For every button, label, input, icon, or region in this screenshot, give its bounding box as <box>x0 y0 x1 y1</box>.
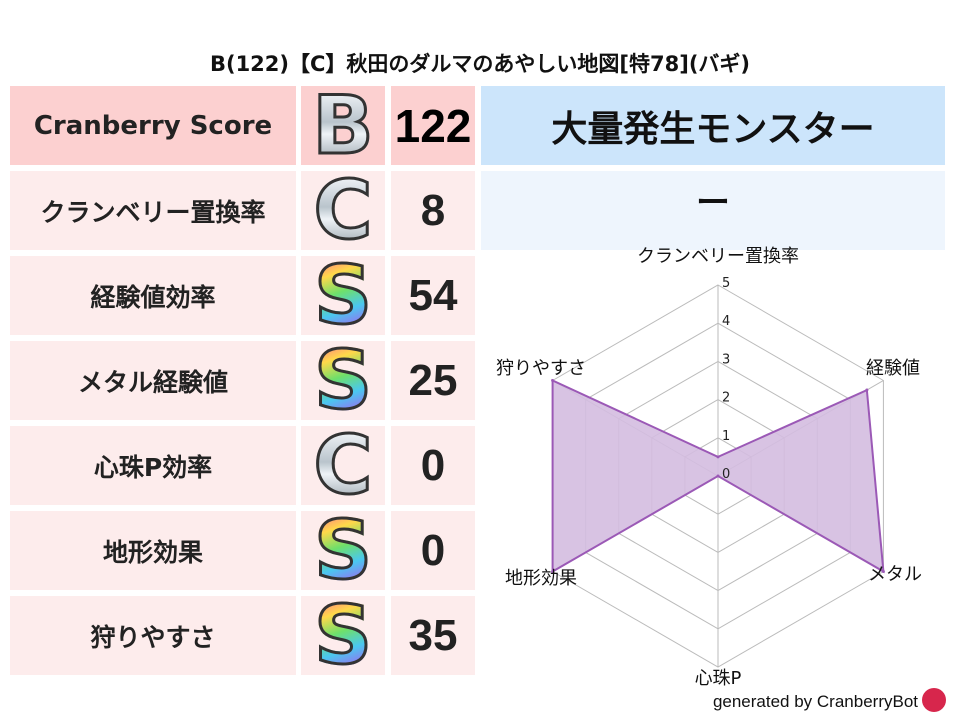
radar-tick-label: 3 <box>722 352 730 367</box>
grade-badge: S <box>313 248 374 342</box>
score-header-grade: B <box>301 78 385 172</box>
score-row-label: 心珠P効率 <box>10 426 296 505</box>
score-row-label: 地形効果 <box>10 511 296 590</box>
radar-tick-label: 0 <box>722 467 730 482</box>
radar-point <box>716 455 720 459</box>
footer-credit: generated by CranberryBot <box>712 692 918 711</box>
monster-header: 大量発生モンスター <box>481 86 945 165</box>
radar-axis-label: 狩りやすさ <box>496 358 586 379</box>
score-row-value: 25 <box>391 341 475 420</box>
radar-point <box>551 379 555 382</box>
grade-badge: S <box>313 333 374 427</box>
score-row-value: 8 <box>391 171 475 250</box>
score-row-label: クランベリー置換率 <box>10 171 296 250</box>
grade-badge: S <box>313 503 374 597</box>
score-row-grade: S <box>301 503 385 597</box>
score-row-label: メタル経験値 <box>10 341 296 420</box>
score-row-value: 35 <box>391 596 475 675</box>
radar-tick-label: 1 <box>722 429 730 444</box>
radar-tick-label: 2 <box>722 391 730 406</box>
radar-tick-label: 5 <box>722 276 730 291</box>
radar-axis-label: 地形効果 <box>505 568 577 589</box>
radar-tick-label: 4 <box>722 314 730 329</box>
score-row-value: 54 <box>391 256 475 335</box>
radar-point <box>865 388 869 392</box>
radar-axis-label: メタル <box>868 564 922 585</box>
score-row-value: 0 <box>391 511 475 590</box>
score-row-grade: S <box>301 248 385 342</box>
grade-badge: B <box>311 78 375 172</box>
radar-point <box>716 474 720 478</box>
grade-badge: C <box>312 418 374 512</box>
radar-point <box>881 570 885 573</box>
radar-axis-label: クランベリー置換率 <box>637 246 799 267</box>
grade-badge: S <box>313 588 374 682</box>
score-row-grade: S <box>301 333 385 427</box>
page-title: B(122)【C】秋田のダルマのあやしい地図[特78](バギ) <box>209 52 751 76</box>
score-row-value: 0 <box>391 426 475 505</box>
monster-value: ー <box>481 171 945 250</box>
score-row-label: 経験値効率 <box>10 256 296 335</box>
radar-axis-label: 心珠P <box>695 668 742 689</box>
score-row-label: 狩りやすさ <box>10 596 296 675</box>
score-row-grade: C <box>301 163 385 257</box>
radar-axis-label: 経験値 <box>866 358 920 379</box>
cranberry-logo-icon <box>922 688 946 712</box>
score-header-label: Cranberry Score <box>10 86 296 165</box>
grade-badge: C <box>312 163 374 257</box>
score-row-grade: S <box>301 588 385 682</box>
radar-point <box>551 570 555 573</box>
score-header-value: 122 <box>391 86 475 165</box>
score-row-grade: C <box>301 418 385 512</box>
